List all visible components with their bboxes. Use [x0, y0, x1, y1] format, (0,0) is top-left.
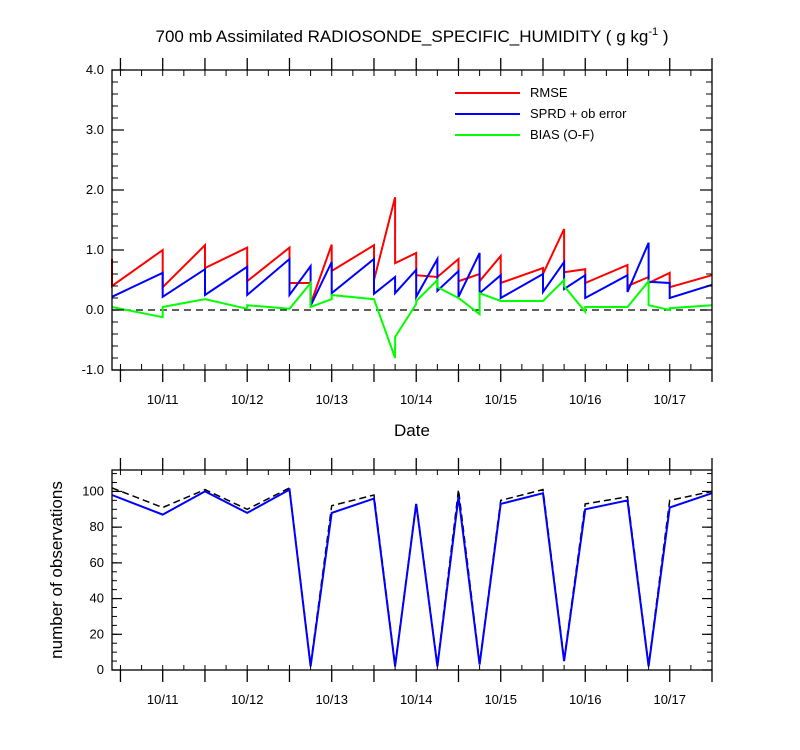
- y-tick-label: 20: [90, 626, 104, 641]
- x-tick-label: 10/15: [484, 392, 517, 407]
- title-suffix: ): [658, 27, 668, 46]
- y-tick-label: 2.0: [86, 182, 104, 197]
- top-x-axis-title: Date: [394, 421, 430, 440]
- legend-label: BIAS (O-F): [530, 127, 594, 142]
- y-tick-label: 80: [90, 519, 104, 534]
- x-tick-label: 10/16: [569, 692, 602, 707]
- x-tick-label: 10/14: [400, 692, 433, 707]
- series-line-rmse: [111, 196, 713, 305]
- series-line-series-0: [111, 486, 713, 665]
- x-tick-label: 10/14: [400, 392, 433, 407]
- y-tick-label: 0.0: [86, 302, 104, 317]
- y-tick-label: 3.0: [86, 122, 104, 137]
- bottom-panel: 0 20 40 60 80 100 10/11 10/12 10/13 10/14 10/15 10/…: [47, 458, 713, 707]
- bottom-axes-layer: 0 20 40 60 80 100 10/11 10/12 10/13 10/14 10/15 10/…: [82, 458, 713, 707]
- plot-frame: [111, 469, 713, 671]
- x-tick-label: 10/11: [147, 392, 179, 407]
- title-main: 700 mb Assimilated RADIOSONDE_SPECIFIC_H…: [156, 27, 649, 46]
- series-line-series-1: [111, 488, 713, 667]
- top-legend: RMSE SPRD + ob error BIAS (O-F): [455, 85, 627, 142]
- legend-label: SPRD + ob error: [530, 106, 627, 121]
- bottom-y-axis-title: number of observations: [47, 481, 66, 659]
- x-tick-label: 10/16: [569, 392, 602, 407]
- bottom-series-layer: [111, 486, 713, 667]
- x-tick-label: 10/11: [147, 692, 179, 707]
- y-tick-label: 100: [82, 483, 104, 498]
- y-tick-label: -1.0: [82, 362, 104, 377]
- y-tick-label: 4.0: [86, 62, 104, 77]
- series-line-bias-o-f: [111, 277, 713, 359]
- plot-frame: [111, 69, 713, 371]
- x-tick-label: 10/15: [484, 692, 517, 707]
- series-line-sprd-ob-error: [111, 242, 713, 307]
- y-tick-label: 1.0: [86, 242, 104, 257]
- top-panel: -1.0 0.0 1.0 2.0 3.0 4.0 10/11 10/12 10/13 10/14 1…: [82, 58, 713, 440]
- x-tick-label: 10/17: [653, 392, 686, 407]
- y-tick-label: 60: [90, 555, 104, 570]
- y-tick-label: 40: [90, 591, 104, 606]
- x-tick-label: 10/12: [231, 692, 264, 707]
- title-superscript: -1: [648, 26, 658, 38]
- legend-label: RMSE: [530, 85, 568, 100]
- x-tick-label: 10/13: [315, 392, 348, 407]
- top-axes-layer: -1.0 0.0 1.0 2.0 3.0 4.0 10/11 10/12 10/13 10/14 1…: [82, 58, 713, 407]
- y-tick-label: 0: [97, 662, 104, 677]
- chart-title: 700 mb Assimilated RADIOSONDE_SPECIFIC_H…: [156, 26, 669, 46]
- x-tick-label: 10/12: [231, 392, 264, 407]
- x-tick-label: 10/13: [315, 692, 348, 707]
- x-tick-label: 10/17: [653, 692, 686, 707]
- top-series-layer: [111, 196, 713, 359]
